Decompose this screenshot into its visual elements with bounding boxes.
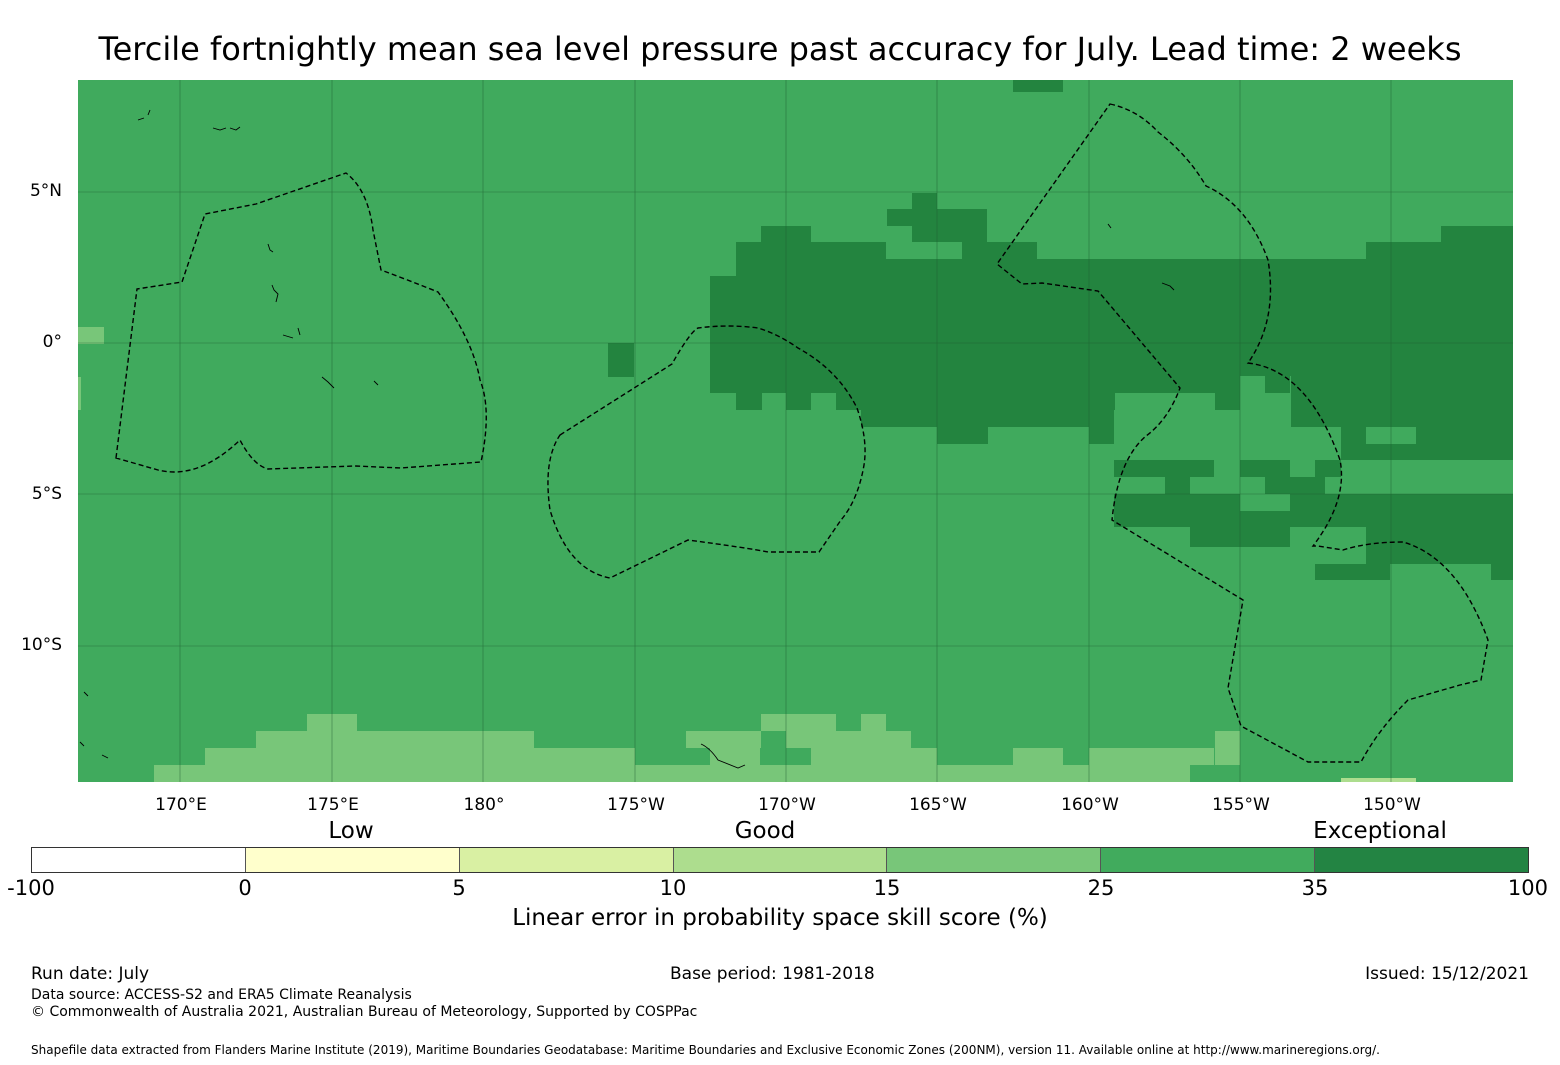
colorbar-tick: 25: [1087, 876, 1115, 900]
colorbar: [31, 847, 1529, 873]
data-source: Data source: ACCESS-S2 and ERA5 Climate …: [31, 987, 412, 1003]
colorbar-segment: [245, 848, 460, 872]
lon-label-170e: 170°E: [155, 795, 207, 815]
lon-label-150w: 150°W: [1363, 795, 1421, 815]
high-skill-region: [608, 80, 1513, 580]
colorbar-tick: 0: [238, 876, 252, 900]
colorbar-label: Linear error in probability space skill …: [512, 905, 1048, 931]
colorbar-tick: 35: [1301, 876, 1329, 900]
colorbar-tick: 10: [659, 876, 687, 900]
colorbar-segment: [32, 848, 246, 872]
run-date: Run date: July: [31, 964, 150, 984]
colorbar-segment: [673, 848, 888, 872]
colorbar-tick: 15: [873, 876, 901, 900]
map-title: Tercile fortnightly mean sea level press…: [98, 30, 1462, 68]
lightest-patch: [1341, 778, 1416, 782]
lon-label-180: 180°: [463, 795, 505, 815]
lon-label-175e: 175°E: [307, 795, 359, 815]
lat-label-10s: 10°S: [21, 635, 62, 655]
lon-label-160w: 160°W: [1061, 795, 1119, 815]
issued-date: Issued: 15/12/2021: [1365, 964, 1529, 984]
eez-boundary-west: [115, 172, 487, 473]
colorbar-segment: [887, 848, 1102, 872]
colorbar-segment: [459, 848, 674, 872]
gridlines: [78, 80, 1513, 782]
shapefile-credit: Shapefile data extracted from Flanders M…: [31, 1043, 1380, 1057]
colorbar-segment: [1315, 848, 1529, 872]
base-period: Base period: 1981-2018: [670, 964, 875, 984]
lat-label-5n: 5°N: [29, 181, 62, 201]
medium-skill-patches: [811, 393, 1416, 511]
lat-label-0: 0°: [42, 332, 62, 352]
lon-label-175w: 175°W: [607, 795, 665, 815]
colorbar-tick: -100: [7, 876, 55, 900]
lon-label-170w: 170°W: [758, 795, 816, 815]
copyright: © Commonwealth of Australia 2021, Austra…: [31, 1004, 698, 1020]
category-exceptional: Exceptional: [1313, 818, 1447, 844]
skill-map: [78, 80, 1513, 782]
eez-boundary-east: [996, 103, 1489, 763]
colorbar-tick: 100: [1507, 876, 1548, 900]
lon-label-165w: 165°W: [909, 795, 967, 815]
category-good: Good: [734, 818, 796, 844]
category-low: Low: [328, 818, 374, 844]
colorbar-tick: 5: [452, 876, 466, 900]
low-skill-band: [78, 327, 1513, 782]
island-outlines: [79, 109, 1175, 769]
low-skill-band-gaps: [78, 731, 1513, 782]
lat-label-5s: 5°S: [31, 484, 62, 504]
map-background: [78, 80, 1513, 782]
eez-boundaries: [115, 103, 1489, 763]
lon-label-155w: 155°W: [1212, 795, 1270, 815]
colorbar-segment: [1101, 848, 1316, 872]
